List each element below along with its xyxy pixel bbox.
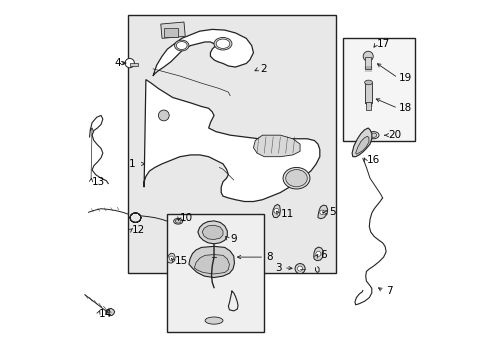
Circle shape bbox=[297, 266, 302, 271]
Bar bbox=[365, 57, 370, 69]
Polygon shape bbox=[317, 205, 327, 219]
Bar bbox=[128, 15, 335, 273]
Circle shape bbox=[315, 251, 320, 256]
Polygon shape bbox=[194, 255, 229, 274]
Text: 14: 14 bbox=[99, 310, 112, 319]
Polygon shape bbox=[105, 309, 115, 316]
Bar bbox=[161, 22, 185, 39]
Polygon shape bbox=[272, 204, 280, 218]
Bar bbox=[366, 102, 370, 110]
Polygon shape bbox=[351, 128, 371, 157]
Ellipse shape bbox=[176, 41, 187, 49]
Ellipse shape bbox=[175, 220, 181, 223]
Polygon shape bbox=[313, 247, 323, 261]
Text: 17: 17 bbox=[376, 39, 389, 49]
Text: 7: 7 bbox=[386, 286, 392, 296]
Ellipse shape bbox=[173, 219, 182, 224]
Text: 9: 9 bbox=[230, 234, 236, 244]
Text: 18: 18 bbox=[398, 103, 411, 113]
Polygon shape bbox=[202, 225, 223, 239]
Polygon shape bbox=[153, 30, 253, 76]
Polygon shape bbox=[188, 246, 234, 278]
Polygon shape bbox=[144, 80, 319, 202]
Polygon shape bbox=[355, 136, 368, 154]
Ellipse shape bbox=[214, 37, 231, 50]
Circle shape bbox=[322, 210, 326, 215]
Bar bbox=[365, 83, 371, 103]
Text: 3: 3 bbox=[275, 263, 282, 273]
Ellipse shape bbox=[283, 167, 309, 189]
Polygon shape bbox=[365, 103, 371, 107]
Text: 1: 1 bbox=[128, 159, 135, 169]
Bar bbox=[130, 63, 138, 66]
Ellipse shape bbox=[204, 317, 223, 324]
Ellipse shape bbox=[285, 170, 306, 187]
Text: 20: 20 bbox=[387, 130, 400, 140]
Bar bbox=[163, 28, 178, 37]
Ellipse shape bbox=[369, 133, 376, 137]
Bar bbox=[343, 39, 414, 140]
Polygon shape bbox=[198, 221, 227, 244]
Ellipse shape bbox=[367, 132, 378, 139]
Bar bbox=[167, 214, 264, 332]
Ellipse shape bbox=[174, 40, 188, 51]
Circle shape bbox=[319, 210, 324, 215]
Circle shape bbox=[273, 208, 278, 213]
Text: 4: 4 bbox=[114, 58, 121, 68]
Text: 2: 2 bbox=[260, 64, 267, 74]
Polygon shape bbox=[253, 135, 300, 157]
Text: 8: 8 bbox=[265, 252, 272, 262]
Text: 12: 12 bbox=[131, 225, 144, 235]
Text: 19: 19 bbox=[398, 73, 411, 83]
Text: 5: 5 bbox=[328, 207, 335, 217]
Ellipse shape bbox=[364, 80, 372, 85]
Circle shape bbox=[125, 58, 134, 68]
Text: 11: 11 bbox=[280, 209, 293, 219]
Circle shape bbox=[363, 51, 372, 61]
Text: 13: 13 bbox=[92, 177, 105, 187]
Text: 16: 16 bbox=[366, 155, 379, 165]
Text: 10: 10 bbox=[180, 213, 193, 222]
Circle shape bbox=[169, 256, 173, 260]
Circle shape bbox=[294, 264, 305, 274]
Polygon shape bbox=[167, 253, 175, 263]
Text: 15: 15 bbox=[174, 256, 187, 266]
Ellipse shape bbox=[216, 39, 229, 48]
Text: 6: 6 bbox=[319, 250, 326, 260]
Circle shape bbox=[158, 110, 169, 121]
